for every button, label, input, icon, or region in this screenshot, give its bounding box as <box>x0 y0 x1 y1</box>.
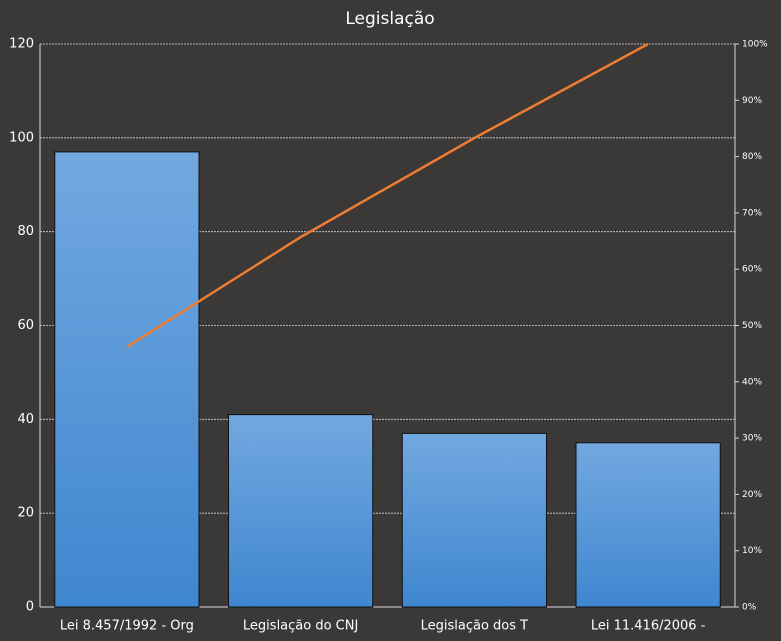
y2-tick-label: 30% <box>742 434 762 444</box>
y2-tick-label: 10% <box>742 546 762 556</box>
y-tick-label: 60 <box>17 318 34 333</box>
y-tick-label: 0 <box>26 600 34 615</box>
y-tick-label: 100 <box>9 130 34 145</box>
x-tick-label: Legislação do CNJ <box>243 619 358 634</box>
y2-tick-label: 50% <box>742 321 762 331</box>
chart-title: Legislação <box>345 9 434 29</box>
y2-tick-label: 40% <box>742 377 762 387</box>
y2-tick-label: 60% <box>742 265 762 275</box>
y2-tick-label: 80% <box>742 152 762 162</box>
y-tick-label: 20 <box>17 506 34 521</box>
y-tick-label: 80 <box>17 224 34 239</box>
y2-tick-label: 0% <box>742 603 757 613</box>
y2-tick-label: 70% <box>742 208 762 218</box>
bar <box>54 151 200 608</box>
y2-tick-label: 90% <box>742 96 762 106</box>
y-tick-label: 120 <box>9 37 34 52</box>
bar <box>228 414 374 608</box>
bar <box>575 442 721 608</box>
y2-tick-label: 100% <box>742 40 768 50</box>
y-tick-label: 40 <box>17 412 34 427</box>
x-tick-label: Lei 11.416/2006 - <box>591 619 706 634</box>
x-tick-label: Legislação dos T <box>421 619 529 634</box>
x-tick-label: Lei 8.457/1992 - Org <box>60 619 194 634</box>
y2-tick-label: 20% <box>742 490 762 500</box>
line <box>126 42 649 348</box>
bar <box>401 432 547 608</box>
